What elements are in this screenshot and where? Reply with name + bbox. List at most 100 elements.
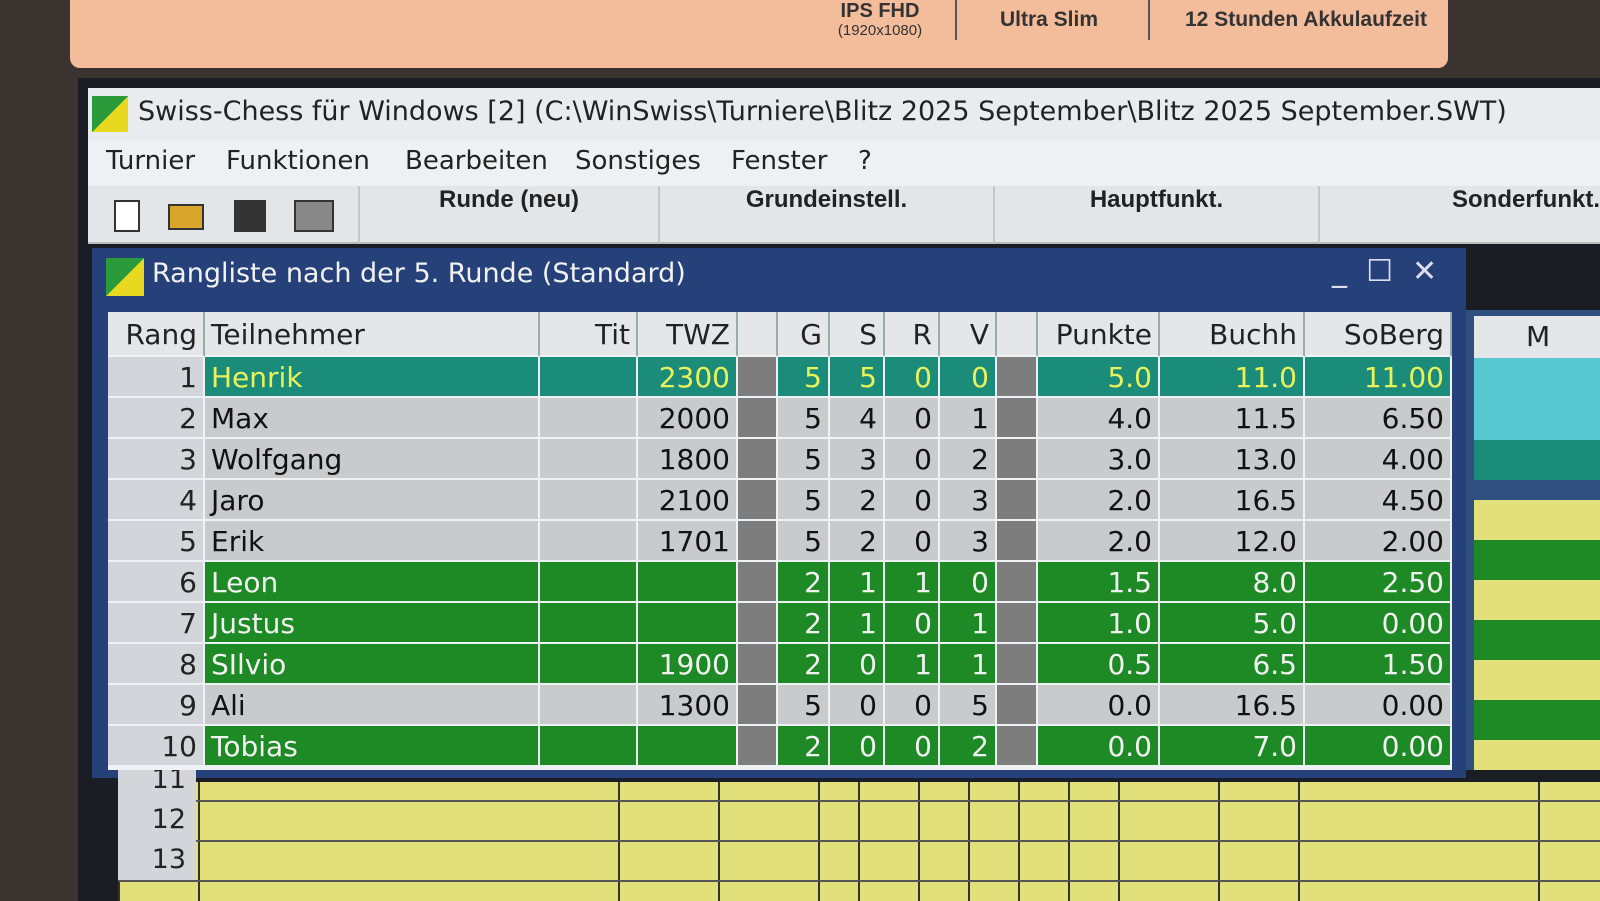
cell-v: 3 xyxy=(940,480,997,521)
cell-s: 0 xyxy=(830,685,885,726)
cell-rang: 1 xyxy=(108,357,205,398)
cell-rang: 9 xyxy=(108,685,205,726)
cell-r: 0 xyxy=(885,726,940,767)
sticker: IPS FHD (1920x1080) Ultra Slim 12 Stunde… xyxy=(70,0,1448,68)
cell-v: 1 xyxy=(940,603,997,644)
cell-g: 5 xyxy=(778,357,830,398)
cell-rang: 4 xyxy=(108,480,205,521)
cell-blank xyxy=(997,357,1038,398)
cell-r: 0 xyxy=(885,357,940,398)
window-icon xyxy=(106,258,144,296)
cell-s: 3 xyxy=(830,439,885,480)
toolbar-button[interactable]: Sonderfunkt. xyxy=(1318,186,1600,244)
cell-punkte: 1.5 xyxy=(1038,562,1160,603)
cell-s: 1 xyxy=(830,603,885,644)
menu-item[interactable]: Fenster xyxy=(731,146,828,176)
cell-soberg: 2.00 xyxy=(1305,521,1452,562)
side-header-label: M xyxy=(1526,320,1551,353)
save-icon[interactable] xyxy=(234,200,266,232)
row-line xyxy=(118,880,1600,882)
cell-blank xyxy=(997,398,1038,439)
menu-bar: Turnier Funktionen Bearbeiten Sonstiges Fens… xyxy=(88,140,1600,186)
cell-tit xyxy=(540,726,638,767)
cell-twz: 2300 xyxy=(638,357,738,398)
cell-blank xyxy=(738,685,778,726)
cell-twz: 1300 xyxy=(638,685,738,726)
cell-r: 1 xyxy=(885,644,940,685)
cell-tit xyxy=(540,603,638,644)
cell-tit xyxy=(540,439,638,480)
cell-v: 5 xyxy=(940,685,997,726)
sticker-text: IPS FHD xyxy=(840,0,920,22)
menu-item[interactable]: Bearbeiten xyxy=(405,146,548,176)
cell-twz: 1900 xyxy=(638,644,738,685)
cell-soberg: 4.50 xyxy=(1305,480,1452,521)
toolbar-button[interactable]: Runde (neu) xyxy=(358,186,658,244)
toolbar: Runde (neu) Grundeinstell. Hauptfunkt. Sond… xyxy=(88,186,1600,244)
cell-twz: 1800 xyxy=(638,439,738,480)
cell-v: 0 xyxy=(940,562,997,603)
cell-tit xyxy=(540,398,638,439)
cell-soberg: 0.00 xyxy=(1305,726,1452,767)
open-icon[interactable] xyxy=(168,204,204,230)
cell-name: Ali xyxy=(205,685,540,726)
cell-blank xyxy=(997,603,1038,644)
menu-item[interactable]: Turnier xyxy=(106,146,196,176)
toolbar-button[interactable]: Grundeinstell. xyxy=(658,186,993,244)
cell-twz: 2100 xyxy=(638,480,738,521)
side-cells xyxy=(1474,358,1600,440)
app-title: Swiss-Chess für Windows [2] (C:\WinSwiss… xyxy=(138,96,1507,127)
cell-twz: 2000 xyxy=(638,398,738,439)
cell-blank xyxy=(997,480,1038,521)
print-icon[interactable] xyxy=(294,200,334,232)
cell-name: Tobias xyxy=(205,726,540,767)
cell-blank xyxy=(738,562,778,603)
cell-blank xyxy=(738,357,778,398)
menu-item[interactable]: Funktionen xyxy=(226,146,370,176)
cell-name: Justus xyxy=(205,603,540,644)
cell-s: 1 xyxy=(830,562,885,603)
cell-r: 0 xyxy=(885,685,940,726)
cell-tit xyxy=(540,644,638,685)
menu-item[interactable]: Sonstiges xyxy=(575,146,701,176)
column-header: Punkte xyxy=(1038,312,1160,357)
cell-s: 0 xyxy=(830,726,885,767)
column-header: Teilnehmer xyxy=(205,312,540,357)
new-icon[interactable] xyxy=(114,200,140,232)
window-controls[interactable]: _ ☐ ✕ xyxy=(1332,254,1438,289)
cell-r: 0 xyxy=(885,439,940,480)
cell-rang: 10 xyxy=(108,726,205,767)
cell-blank xyxy=(738,398,778,439)
row-line xyxy=(118,800,1600,802)
cell-blank xyxy=(738,521,778,562)
cell-g: 5 xyxy=(778,685,830,726)
cell-r: 0 xyxy=(885,480,940,521)
cell-soberg: 2.50 xyxy=(1305,562,1452,603)
column-header-blank xyxy=(738,312,778,357)
cell-tit xyxy=(540,685,638,726)
cell-g: 2 xyxy=(778,562,830,603)
cell-buchh: 7.0 xyxy=(1160,726,1305,767)
cell-buchh: 11.5 xyxy=(1160,398,1305,439)
toolbar-button[interactable]: Hauptfunkt. xyxy=(993,186,1318,244)
title-bar: Swiss-Chess für Windows [2] (C:\WinSwiss… xyxy=(88,88,1600,140)
cell-blank xyxy=(997,562,1038,603)
cell-v: 1 xyxy=(940,398,997,439)
column-header: R xyxy=(885,312,940,357)
cell-v: 2 xyxy=(940,439,997,480)
cell-name: Max xyxy=(205,398,540,439)
side-header: M xyxy=(1474,316,1600,358)
cell-rang: 8 xyxy=(108,644,205,685)
side-cells xyxy=(1474,500,1600,770)
menu-item[interactable]: ? xyxy=(858,146,872,176)
column-header: Rang xyxy=(108,312,205,357)
app-icon xyxy=(92,96,128,132)
cell-blank xyxy=(738,644,778,685)
cell-buchh: 13.0 xyxy=(1160,439,1305,480)
cell-s: 0 xyxy=(830,644,885,685)
cell-rang: 7 xyxy=(108,603,205,644)
cell-r: 0 xyxy=(885,398,940,439)
cell-punkte: 3.0 xyxy=(1038,439,1160,480)
cell-v: 2 xyxy=(940,726,997,767)
cell-soberg: 4.00 xyxy=(1305,439,1452,480)
